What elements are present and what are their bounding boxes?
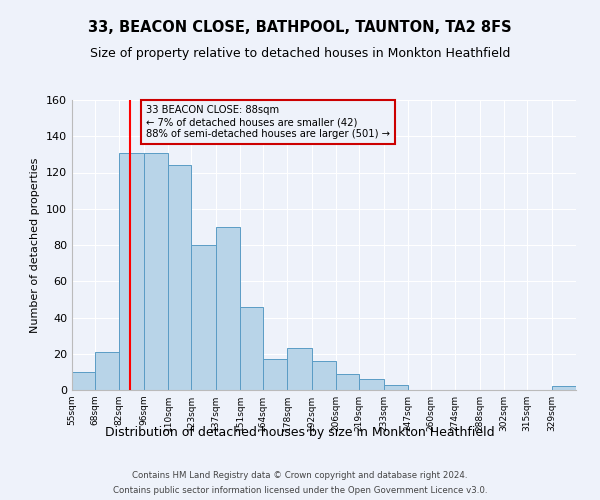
Bar bbox=[215, 227, 240, 390]
Y-axis label: Number of detached properties: Number of detached properties bbox=[31, 158, 40, 332]
Bar bbox=[191, 245, 215, 390]
Bar bbox=[72, 372, 95, 390]
Text: Contains HM Land Registry data © Crown copyright and database right 2024.: Contains HM Land Registry data © Crown c… bbox=[132, 471, 468, 480]
Bar bbox=[263, 359, 287, 390]
Bar bbox=[336, 374, 359, 390]
Text: 33 BEACON CLOSE: 88sqm
← 7% of detached houses are smaller (42)
88% of semi-deta: 33 BEACON CLOSE: 88sqm ← 7% of detached … bbox=[146, 106, 389, 138]
Bar bbox=[119, 152, 144, 390]
Bar bbox=[287, 348, 312, 390]
Text: Distribution of detached houses by size in Monkton Heathfield: Distribution of detached houses by size … bbox=[105, 426, 495, 439]
Bar bbox=[312, 361, 336, 390]
Bar bbox=[359, 379, 383, 390]
Bar bbox=[240, 306, 263, 390]
Text: Size of property relative to detached houses in Monkton Heathfield: Size of property relative to detached ho… bbox=[90, 48, 510, 60]
Text: Contains public sector information licensed under the Open Government Licence v3: Contains public sector information licen… bbox=[113, 486, 487, 495]
Bar bbox=[551, 386, 576, 390]
Text: 33, BEACON CLOSE, BATHPOOL, TAUNTON, TA2 8FS: 33, BEACON CLOSE, BATHPOOL, TAUNTON, TA2… bbox=[88, 20, 512, 35]
Bar bbox=[144, 152, 168, 390]
Bar bbox=[168, 165, 191, 390]
Bar bbox=[383, 384, 408, 390]
Bar bbox=[95, 352, 119, 390]
